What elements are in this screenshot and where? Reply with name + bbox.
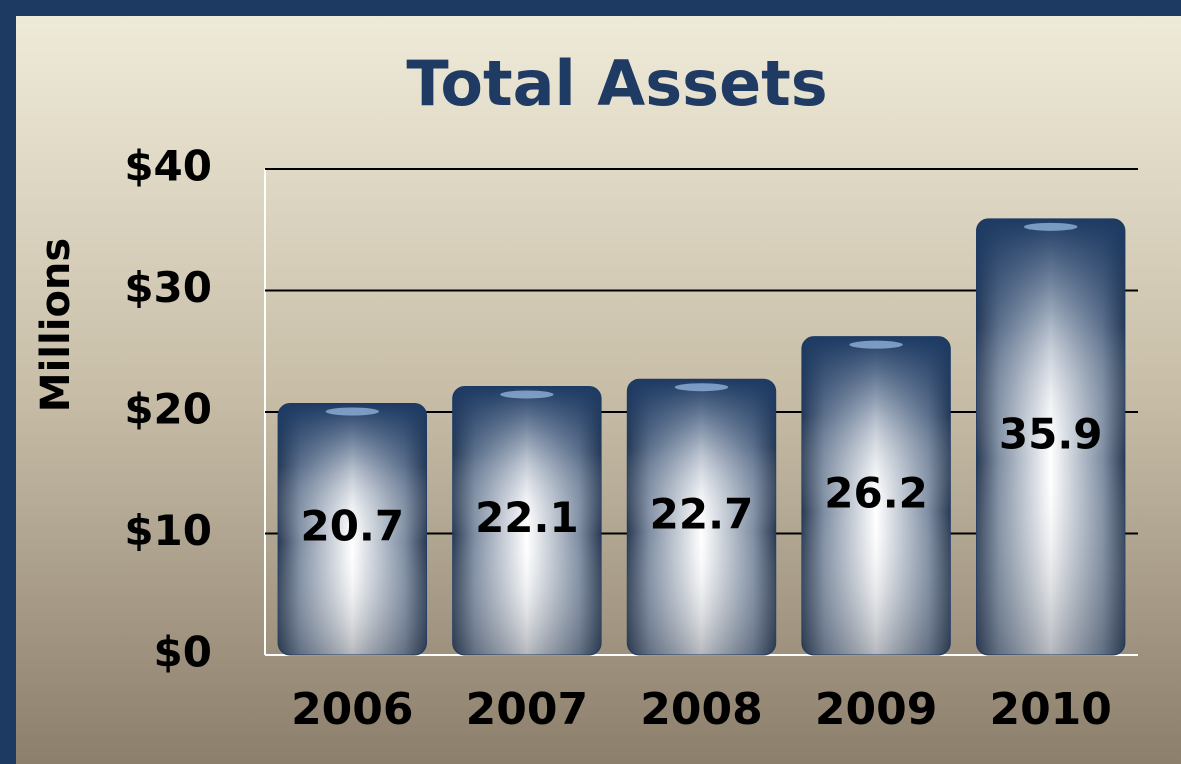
data-label: 26.2	[824, 468, 928, 517]
data-label: 35.9	[999, 409, 1103, 458]
y-axis-label: Millions	[33, 238, 79, 412]
data-label: 20.7	[300, 502, 404, 551]
x-tick-label: 2010	[989, 684, 1111, 735]
bar-shade	[801, 336, 951, 655]
x-tick-label: 2007	[466, 684, 588, 735]
x-tick-label: 2006	[291, 684, 413, 735]
x-tick-label: 2008	[640, 684, 762, 735]
x-tick-label: 2009	[815, 684, 937, 735]
data-label: 22.1	[475, 493, 579, 542]
bar-shade	[976, 218, 1125, 655]
bar-highlight	[674, 383, 729, 392]
y-tick-label: $30	[124, 263, 212, 312]
bar-highlight	[1023, 222, 1078, 231]
chart-title: Total Assets	[406, 47, 827, 120]
y-tick-label: $10	[124, 506, 212, 555]
y-tick-label: $20	[124, 385, 212, 434]
bar-shade	[278, 403, 427, 655]
bar-highlight	[500, 390, 554, 399]
bar-shade	[452, 386, 602, 655]
bar-highlight	[849, 340, 903, 349]
y-tick-label: $0	[154, 628, 212, 677]
bar-highlight	[325, 407, 380, 416]
y-tick-label: $40	[124, 142, 212, 191]
bar-shade	[627, 379, 776, 655]
data-label: 22.7	[650, 490, 754, 539]
